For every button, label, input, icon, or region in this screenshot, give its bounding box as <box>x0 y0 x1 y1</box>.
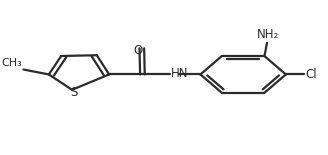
Text: HN: HN <box>171 67 188 80</box>
Text: NH₂: NH₂ <box>257 28 279 41</box>
Text: S: S <box>70 86 77 99</box>
Text: CH₃: CH₃ <box>1 58 22 68</box>
Text: O: O <box>133 44 143 58</box>
Text: Cl: Cl <box>305 68 317 81</box>
